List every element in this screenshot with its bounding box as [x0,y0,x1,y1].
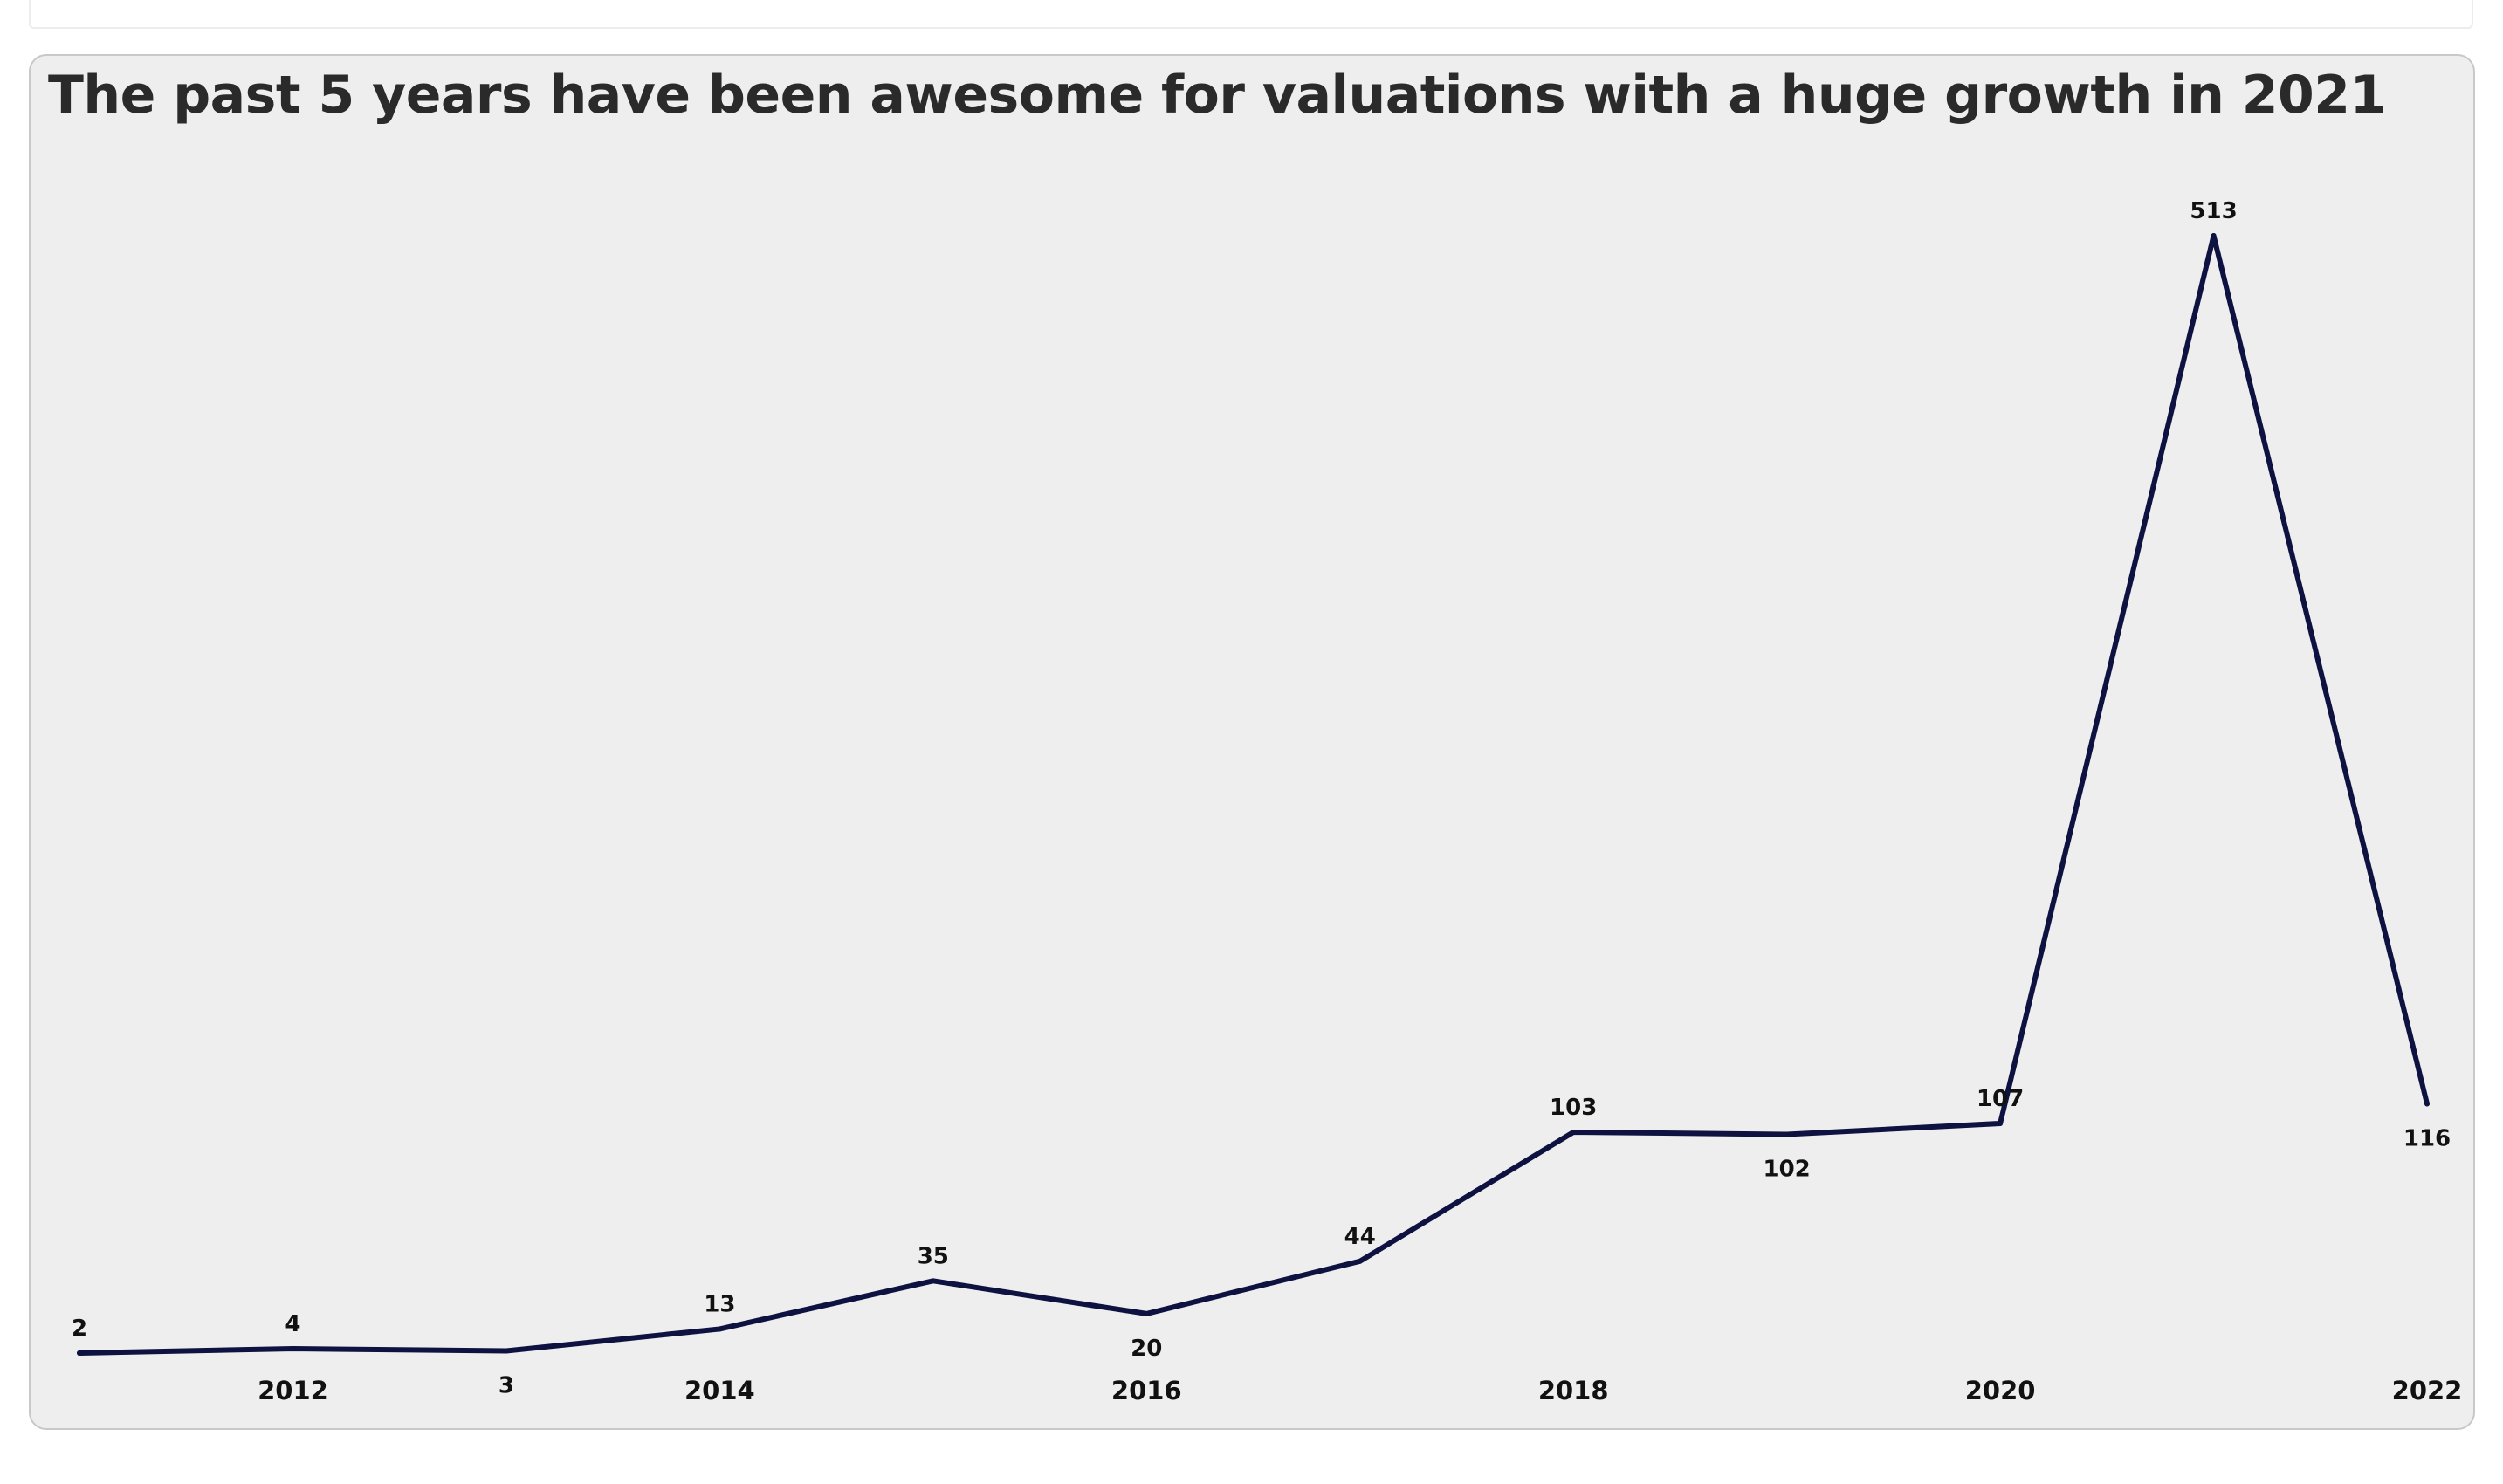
data-point [1784,1131,1790,1137]
data-label: 116 [2403,1125,2451,1151]
data-point [1571,1129,1577,1135]
data-label-layer: 2 4 3 13 35 20 44 103 102 107 513 116 [72,198,2451,1398]
data-point [2424,1101,2430,1107]
chart-title: The past 5 years have been awesome for v… [48,65,2386,126]
data-label: 103 [1550,1095,1597,1121]
series-line [77,233,2430,1356]
x-axis-ticks: 2012 2014 2016 2018 2020 2022 [258,1376,2462,1405]
data-point [77,1350,82,1356]
data-label: 13 [704,1291,735,1317]
x-tick-label: 2018 [1538,1376,1609,1405]
data-label: 2 [72,1316,87,1342]
chart-panel: The past 5 years have been awesome for v… [29,54,2475,1430]
x-tick-label: 2020 [1965,1376,2036,1405]
data-label: 4 [285,1311,300,1337]
data-point [2211,233,2217,238]
data-label: 3 [499,1372,514,1398]
data-point [503,1348,509,1354]
data-label: 20 [1131,1336,1162,1362]
data-label: 44 [1344,1224,1376,1250]
top-strip [29,0,2473,29]
data-label: 107 [1977,1086,2024,1112]
series-layer [77,233,2430,1356]
data-point [1144,1310,1150,1316]
x-tick-label: 2016 [1111,1376,1182,1405]
data-label: 102 [1763,1157,1810,1183]
x-tick-label: 2014 [684,1376,755,1405]
data-point [717,1326,723,1332]
data-point [290,1345,296,1351]
data-label: 35 [918,1243,949,1269]
data-label: 513 [2190,198,2237,224]
x-tick-label: 2012 [258,1376,328,1405]
x-tick-label: 2022 [2392,1376,2463,1405]
data-point [1357,1258,1363,1264]
data-point [930,1278,936,1284]
data-point [1998,1120,2004,1126]
